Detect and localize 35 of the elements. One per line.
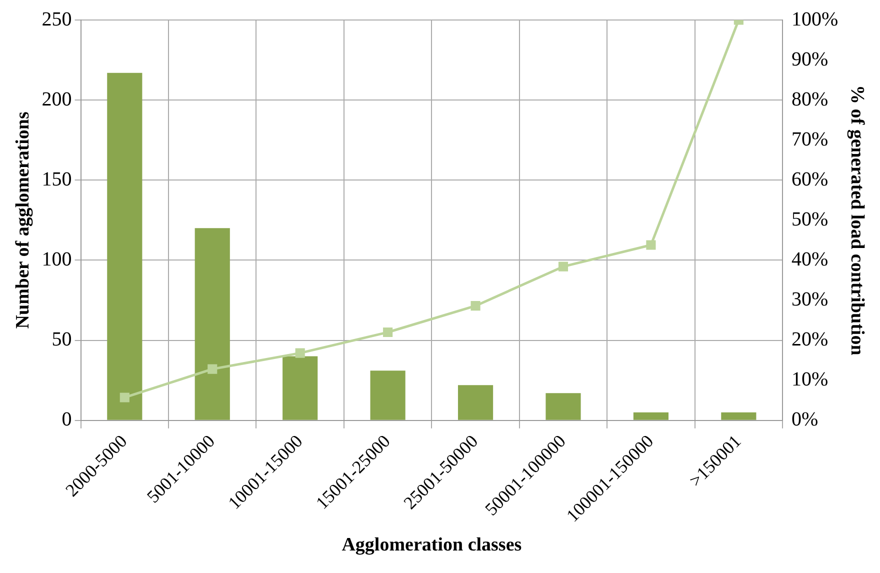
y2-tick-label: 100%: [792, 8, 838, 30]
y2-tick-label: 50%: [792, 208, 828, 230]
y2-tick-label: 80%: [792, 88, 828, 110]
y-tick-label: 50: [52, 328, 72, 351]
bar: [546, 393, 581, 420]
y-tick-label: 200: [42, 88, 72, 110]
point: [383, 327, 393, 338]
y2-tick-label: 30%: [792, 288, 828, 310]
point: [208, 364, 218, 374]
point: [295, 348, 305, 358]
y2-axis-title: % of generated load contribution: [846, 85, 868, 356]
point: [470, 301, 480, 311]
point: [558, 262, 568, 272]
y2-tick-label: 90%: [792, 48, 828, 70]
y-tick-label: 100: [42, 248, 72, 270]
point: [120, 392, 130, 402]
y-tick-label: 150: [42, 168, 72, 190]
x-axis-title: Agglomeration classes: [342, 534, 522, 556]
bar: [370, 370, 406, 420]
bar: [458, 385, 494, 420]
bar: [721, 412, 756, 420]
y2-tick-label: 0%: [792, 408, 818, 431]
y2-tick-label: 10%: [792, 368, 828, 391]
y2-tick-label: 20%: [792, 328, 828, 351]
y-tick-label: 250: [42, 8, 72, 30]
bar: [282, 356, 318, 420]
y2-tick-label: 70%: [792, 128, 828, 150]
y2-tick-label: 60%: [792, 168, 828, 190]
bar: [633, 412, 669, 420]
point: [646, 240, 656, 250]
y-tick-label: 0: [62, 408, 72, 431]
bar: [107, 72, 142, 420]
bar: [194, 228, 230, 420]
y2-tick-label: 40%: [792, 248, 828, 270]
y-axis-title: Number of agglomerations: [12, 112, 34, 329]
